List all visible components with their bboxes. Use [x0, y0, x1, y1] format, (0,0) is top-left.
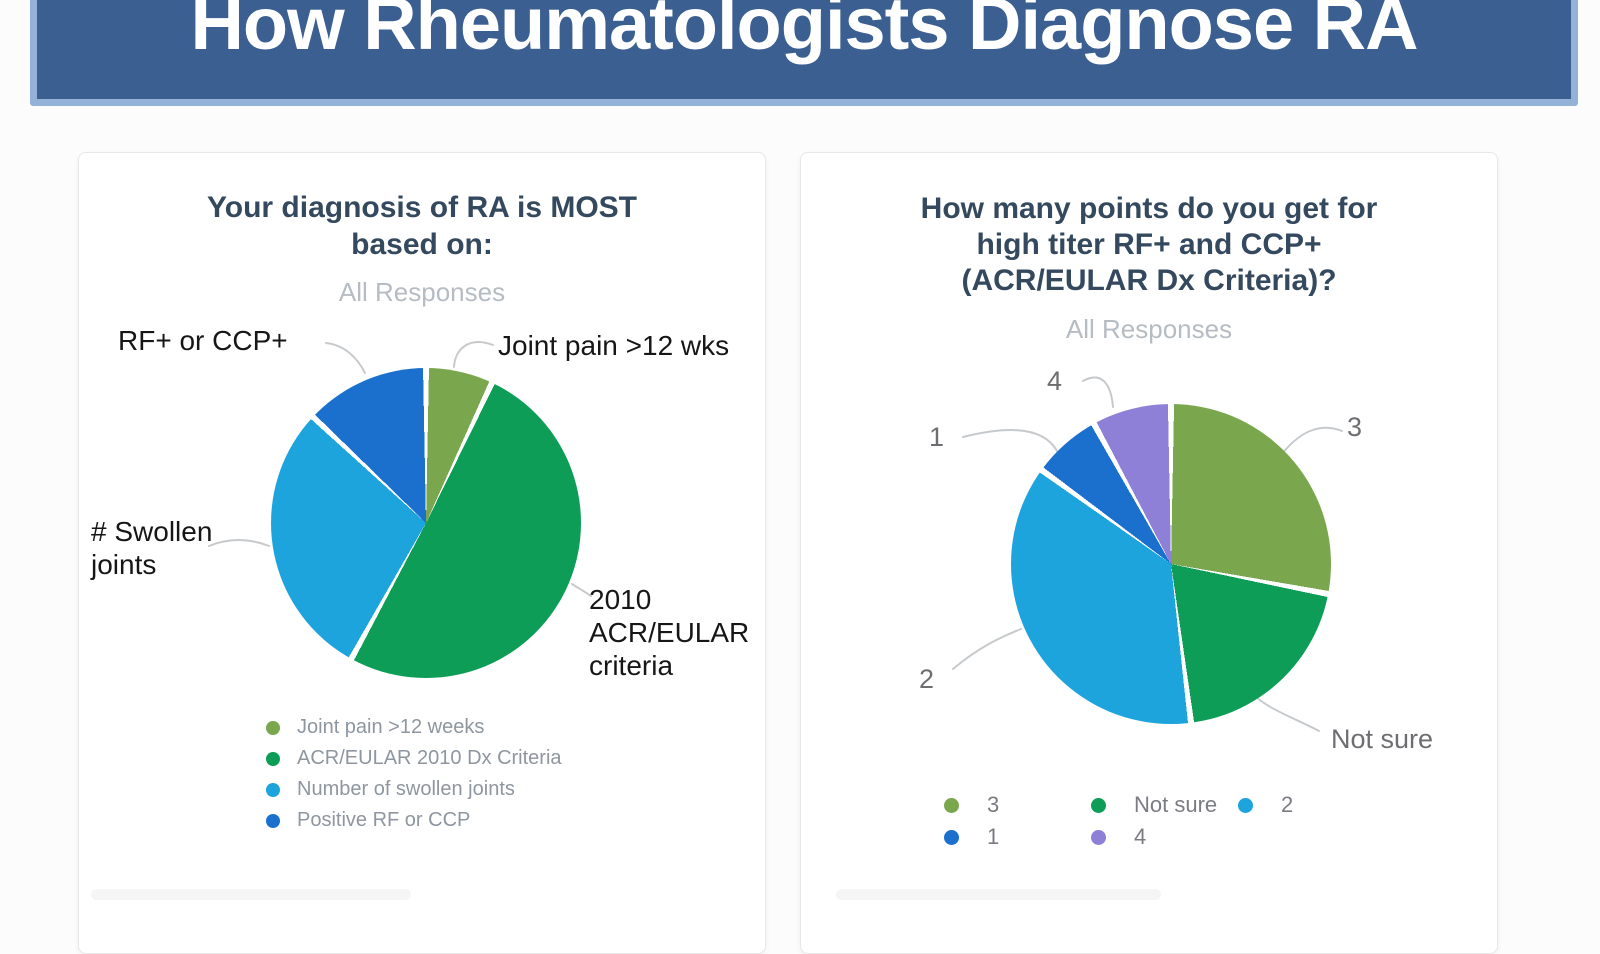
- legend-label: 2: [1281, 792, 1294, 817]
- footer-divider: [91, 889, 411, 900]
- legend-label: Not sure: [1134, 792, 1218, 817]
- header-banner: How Rheumatologists Diagnose RA: [30, 0, 1578, 106]
- slide-page: { "page": { "background": "#fcfcfc" }, "…: [30, 0, 1578, 954]
- callout-joint-pain: Joint pain >12 wks: [498, 330, 730, 361]
- legend-item: 1: [944, 824, 1091, 850]
- leader-line-joint-pain: [453, 341, 494, 368]
- leader-line-rf-ccp: [325, 342, 366, 374]
- legend-item: Not sure: [1091, 792, 1238, 818]
- left-chart-title: Your diagnosis of RA is MOST based on:: [206, 191, 638, 261]
- leader-line-2: [952, 628, 1022, 670]
- leader-line-1: [962, 429, 1060, 456]
- legend-label: 1: [987, 824, 1000, 849]
- legend-item: Number of swollen joints: [266, 774, 562, 805]
- leader-line-swollen-joints: [208, 539, 270, 547]
- legend-label: 4: [1134, 824, 1147, 849]
- poll-card-left: Your diagnosis of RA is MOST based on: A…: [78, 152, 766, 954]
- footer-divider: [836, 889, 1161, 900]
- legend-label: Number of swollen joints: [297, 778, 515, 800]
- legend-dot-rf-ccp: [266, 813, 280, 828]
- callout-rf-ccp: RF+ or CCP+: [118, 325, 288, 356]
- right-chart-subtitle: All Responses: [1065, 314, 1233, 344]
- legend-item: 4: [1091, 824, 1238, 850]
- left-chart-subtitle: All Responses: [338, 277, 506, 307]
- callout-3: 3: [1347, 412, 1363, 442]
- legend-item: Positive RF or CCP: [266, 805, 562, 836]
- leader-line-not-sure: [1252, 693, 1320, 732]
- callout-2: 2: [919, 664, 935, 694]
- legend-label: Positive RF or CCP: [297, 809, 471, 831]
- legend-label: 3: [987, 792, 1000, 817]
- legend-item: 3: [944, 792, 1091, 818]
- legend-dot-3: [944, 797, 959, 813]
- legend-dot-acr-criteria: [266, 751, 280, 766]
- legend-row: 3 Not sure 2: [944, 789, 1404, 821]
- leader-line-4: [1082, 376, 1114, 408]
- callout-not-sure: Not sure: [1331, 724, 1434, 754]
- callout-4: 4: [1047, 366, 1063, 396]
- legend-dot-joint-pain: [266, 720, 280, 735]
- legend-item: 2: [1238, 792, 1385, 818]
- legend-item: Joint pain >12 weeks: [266, 712, 562, 743]
- right-chart-legend: 3 Not sure 2 1 4: [944, 789, 1404, 853]
- legend-item: ACR/EULAR 2010 Dx Criteria: [266, 743, 562, 774]
- legend-dot-4: [1091, 829, 1106, 845]
- callout-1: 1: [929, 422, 945, 452]
- leader-line-3: [1280, 426, 1343, 456]
- legend-dot-1: [944, 829, 959, 845]
- callout-swollen-joints: # Swollen joints: [91, 516, 213, 580]
- slide-title: How Rheumatologists Diagnose RA: [190, 0, 1418, 65]
- pie-chart-points: [1011, 404, 1331, 724]
- legend-dot-2: [1238, 797, 1253, 813]
- legend-label: ACR/EULAR 2010 Dx Criteria: [297, 747, 562, 769]
- poll-card-right: How many points do you get for high tite…: [800, 152, 1498, 954]
- legend-dot-swollen-joints: [266, 782, 280, 797]
- legend-dot-not-sure: [1091, 797, 1106, 813]
- legend-row: 1 4: [944, 821, 1404, 853]
- right-chart-title: How many points do you get for high tite…: [920, 192, 1378, 297]
- left-chart-legend: Joint pain >12 weeks ACR/EULAR 2010 Dx C…: [266, 712, 562, 836]
- legend-label: Joint pain >12 weeks: [297, 716, 485, 738]
- pie-chart-diagnosis: [271, 368, 581, 678]
- callout-acr-criteria: 2010 ACR/EULAR criteria: [589, 584, 750, 681]
